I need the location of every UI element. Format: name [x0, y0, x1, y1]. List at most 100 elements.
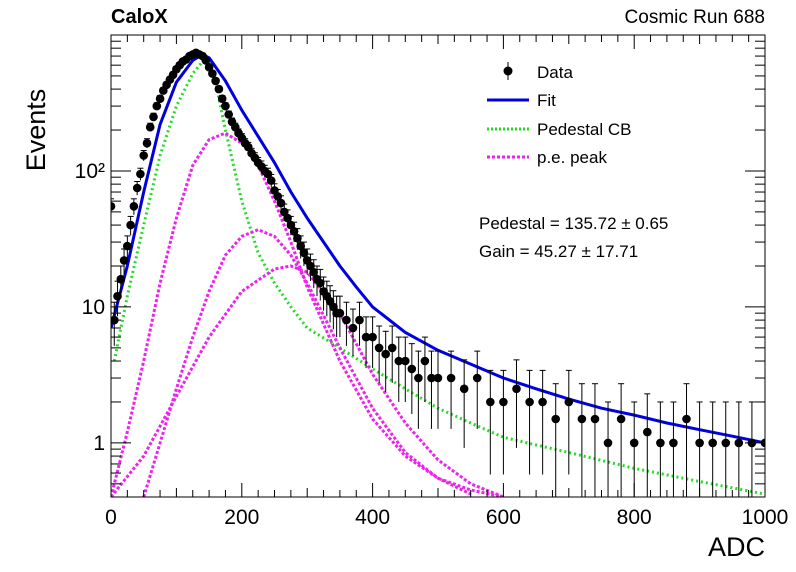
data-point — [342, 315, 351, 325]
data-point — [224, 110, 233, 119]
data-point — [152, 101, 162, 111]
legend-data-marker — [503, 66, 513, 76]
curves-layer — [111, 52, 765, 497]
data-point — [387, 343, 397, 353]
data-point — [204, 62, 214, 72]
data-point — [486, 397, 495, 407]
legend-data-label: Data — [537, 63, 573, 82]
data-point — [616, 414, 626, 424]
data-point — [113, 291, 122, 301]
data-point — [309, 267, 319, 277]
x-tick-label: 1000 — [742, 506, 789, 529]
data-point — [433, 373, 443, 383]
data-point — [590, 414, 600, 424]
x-tick-label: 600 — [486, 506, 521, 529]
data-point — [145, 122, 155, 132]
data-point — [499, 397, 508, 407]
axes-layer: 0 200 400 600 800 1000 1 10 10² — [75, 34, 789, 529]
data-point — [149, 112, 158, 122]
data-point — [472, 373, 482, 383]
data-point — [211, 76, 220, 86]
data-point — [123, 241, 132, 251]
data-point — [538, 397, 547, 407]
data-point — [335, 308, 345, 318]
legend-pedestal-label: Pedestal CB — [537, 120, 632, 139]
legend-pe-label: p.e. peak — [537, 148, 607, 167]
data-point — [446, 373, 456, 383]
data-point — [201, 56, 211, 65]
data-point — [401, 356, 410, 366]
x-axis-label: ADC — [708, 532, 765, 562]
run-label: Cosmic Run 688 — [624, 7, 765, 28]
data-point — [299, 248, 309, 258]
data-point — [155, 94, 165, 103]
data-point — [420, 356, 430, 366]
data-point — [734, 438, 744, 448]
data-point — [126, 220, 135, 230]
series-pedestal-cb-curve — [112, 59, 765, 496]
data-point — [119, 256, 129, 265]
series-p-e-peak-1-curve — [111, 131, 504, 497]
data-point — [132, 183, 142, 193]
data-point — [348, 323, 358, 333]
data-point — [525, 397, 534, 407]
experiment-label: CaloX — [111, 6, 168, 28]
series-p-e-peak-2-curve — [142, 228, 472, 497]
data-point — [564, 397, 574, 407]
y-tick-label: 10 — [82, 296, 105, 319]
data-point — [394, 356, 404, 366]
data-point — [603, 438, 613, 448]
data-point — [374, 343, 384, 353]
x-tick-label: 800 — [617, 506, 652, 529]
data-point — [116, 274, 126, 284]
data-point — [407, 364, 417, 374]
data-point — [111, 202, 116, 211]
data-point — [643, 427, 652, 437]
data-point — [129, 202, 139, 211]
data-point — [296, 241, 306, 251]
data-point — [266, 176, 276, 185]
data-point — [136, 169, 145, 179]
legend-fit-label: Fit — [537, 91, 556, 110]
data-point — [221, 101, 230, 111]
data-point — [289, 227, 299, 236]
data-point — [368, 332, 377, 342]
data-point — [142, 138, 152, 148]
data-point — [708, 438, 717, 448]
series-p-e-peak-3-curve — [111, 264, 504, 497]
data-point — [273, 192, 283, 201]
y-tick-label: 10² — [75, 160, 105, 183]
data-point — [381, 349, 391, 359]
data-point — [139, 151, 148, 160]
data-point — [217, 94, 227, 103]
legend: Data Fit Pedestal CB p.e. peak — [487, 62, 632, 167]
data-point — [721, 438, 731, 448]
x-tick-label: 400 — [355, 506, 390, 529]
fit-pedestal-text: Pedestal = 135.72 ± 0.65 — [479, 214, 668, 233]
data-point — [577, 414, 587, 424]
data-points-layer — [111, 48, 765, 497]
data-point — [695, 438, 704, 448]
series-fit-curve — [111, 52, 765, 445]
data-point — [669, 438, 678, 448]
data-point — [361, 332, 371, 342]
data-point — [355, 315, 364, 325]
data-point — [682, 414, 691, 424]
data-point — [214, 84, 224, 94]
x-tick-label: 200 — [224, 506, 259, 529]
data-point — [656, 438, 665, 448]
y-axis-label: Events — [21, 89, 51, 172]
x-tick-label: 0 — [105, 506, 117, 529]
data-point — [512, 384, 521, 394]
data-point — [263, 169, 273, 179]
data-point — [427, 373, 436, 383]
data-point — [551, 414, 560, 424]
y-tick-label: 1 — [93, 432, 105, 455]
data-point — [459, 384, 469, 394]
data-point — [208, 69, 217, 78]
data-point — [629, 438, 639, 448]
data-point — [316, 278, 325, 288]
data-point — [276, 198, 286, 208]
data-point — [414, 373, 423, 383]
